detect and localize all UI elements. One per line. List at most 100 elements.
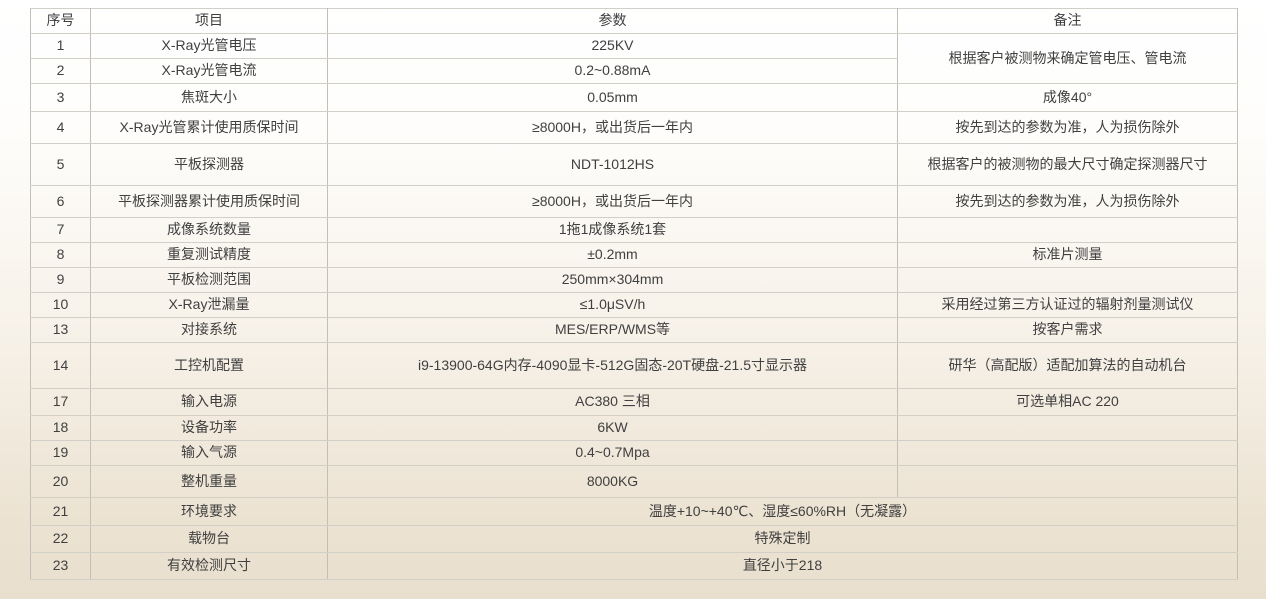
remark-cell	[897, 465, 1238, 498]
item-cell: 有效检测尺寸	[90, 552, 328, 580]
table-row: 10 X-Ray泄漏量 ≤1.0μSV/h 采用经过第三方认证过的辐射剂量测试仪	[30, 292, 1238, 318]
row-number-cell: 22	[30, 525, 91, 553]
table-row: 4 X-Ray光管累计使用质保时间 ≥8000H，或出货后一年内 按先到达的参数为准，…	[30, 111, 1238, 144]
item-cell: 平板检测范围	[90, 267, 328, 293]
param-cell: 6KW	[327, 415, 898, 441]
row-number-cell: 23	[30, 552, 91, 580]
param-cell: 直径小于218	[327, 552, 1238, 580]
item-cell: 输入电源	[90, 388, 328, 416]
table-row: 1 X-Ray光管电压 225KV 根据客户被测物来确定管电压、管电流	[30, 33, 1238, 84]
table-row: 21 环境要求 温度+10~+40℃、湿度≤60%RH（无凝露）	[30, 497, 1238, 526]
row-number-cell: 3	[30, 83, 91, 112]
row-number-cell: 8	[30, 242, 91, 268]
remark-cell: 根据客户的被测物的最大尺寸确定探测器尺寸	[897, 143, 1238, 186]
row-number-cell: 4	[30, 111, 91, 144]
remark-cell: 可选单相AC 220	[897, 388, 1238, 416]
row-number-cell: 9	[30, 267, 91, 293]
row-number-cell: 7	[30, 217, 91, 243]
param-cell: 250mm×304mm	[327, 267, 898, 293]
remark-cell: 按客户需求	[897, 317, 1238, 343]
param-cell: 0.05mm	[327, 83, 898, 112]
row-number-cell: 10	[30, 292, 91, 318]
param-cell: 0.2~0.88mA	[327, 58, 898, 84]
table-header: 序号 项目 参数 备注	[30, 8, 1238, 34]
param-cell: 1拖1成像系统1套	[327, 217, 898, 243]
row-number-cell: 18	[30, 415, 91, 441]
row-number-cell: 1	[30, 33, 91, 59]
table-row: 17 输入电源 AC380 三相 可选单相AC 220	[30, 388, 1238, 416]
row-number-cell: 13	[30, 317, 91, 343]
param-cell: ≥8000H，或出货后一年内	[327, 111, 898, 144]
row-number-cell: 17	[30, 388, 91, 416]
row-number-cell: 5	[30, 143, 91, 186]
item-cell: X-Ray光管电流	[90, 58, 328, 84]
item-cell: X-Ray泄漏量	[90, 292, 328, 318]
spec-table: 序号 项目 参数 备注 1 X-Ray光管电压 225KV 根据客户被测物来确定管电压…	[30, 8, 1238, 580]
table-row: 6 平板探测器累计使用质保时间 ≥8000H，或出货后一年内 按先到达的参数为准，人为…	[30, 185, 1238, 218]
item-cell: X-Ray光管电压	[90, 33, 328, 59]
param-cell: 225KV	[327, 33, 898, 59]
param-cell: 温度+10~+40℃、湿度≤60%RH（无凝露）	[327, 497, 1238, 526]
param-cell: AC380 三相	[327, 388, 898, 416]
param-cell: ≤1.0μSV/h	[327, 292, 898, 318]
param-cell: 8000KG	[327, 465, 898, 498]
param-cell: ≥8000H，或出货后一年内	[327, 185, 898, 218]
item-cell: 重复测试精度	[90, 242, 328, 268]
item-cell: 环境要求	[90, 497, 328, 526]
column-header-no: 序号	[30, 8, 91, 34]
table-row: 22 载物台 特殊定制	[30, 525, 1238, 553]
column-header-item: 项目	[90, 8, 328, 34]
table-row: 23 有效检测尺寸 直径小于218	[30, 552, 1238, 580]
row-number-cell: 20	[30, 465, 91, 498]
item-cell: 焦斑大小	[90, 83, 328, 112]
item-cell: 整机重量	[90, 465, 328, 498]
column-header-remark: 备注	[897, 8, 1238, 34]
table-body: 1 X-Ray光管电压 225KV 根据客户被测物来确定管电压、管电流 2 X-Ray光管…	[30, 33, 1238, 580]
row-number-cell: 21	[30, 497, 91, 526]
table-row: 2 X-Ray光管电流 0.2~0.88mA	[30, 58, 1238, 84]
table-row: 5 平板探测器 NDT-1012HS 根据客户的被测物的最大尺寸确定探测器尺寸	[30, 143, 1238, 186]
remark-cell	[897, 415, 1238, 441]
remark-cell: 采用经过第三方认证过的辐射剂量测试仪	[897, 292, 1238, 318]
table-row: 7 成像系统数量 1拖1成像系统1套	[30, 217, 1238, 243]
table-row: 3 焦斑大小 0.05mm 成像40°	[30, 83, 1238, 112]
table-row: 9 平板检测范围 250mm×304mm	[30, 267, 1238, 293]
remark-cell: 成像40°	[897, 83, 1238, 112]
remark-cell	[897, 440, 1238, 466]
item-cell: 工控机配置	[90, 342, 328, 389]
item-cell: 输入气源	[90, 440, 328, 466]
row-number-cell: 14	[30, 342, 91, 389]
column-header-param: 参数	[327, 8, 898, 34]
param-cell: 特殊定制	[327, 525, 1238, 553]
remark-cell: 按先到达的参数为准，人为损伤除外	[897, 111, 1238, 144]
remark-cell: 研华（高配版）适配加算法的自动机台	[897, 342, 1238, 389]
param-cell: MES/ERP/WMS等	[327, 317, 898, 343]
remark-cell	[897, 267, 1238, 293]
table-row: 8 重复测试精度 ±0.2mm 标准片测量	[30, 242, 1238, 268]
row-number-cell: 19	[30, 440, 91, 466]
table-row: 14 工控机配置 i9-13900-64G内存-4090显卡-512G固态-20T硬…	[30, 342, 1238, 389]
table-row: 20 整机重量 8000KG	[30, 465, 1238, 498]
param-cell: 0.4~0.7Mpa	[327, 440, 898, 466]
row-number-cell: 6	[30, 185, 91, 218]
header-row: 序号 项目 参数 备注	[30, 8, 1238, 34]
remark-cell: 标准片测量	[897, 242, 1238, 268]
table-row: 13 对接系统 MES/ERP/WMS等 按客户需求	[30, 317, 1238, 343]
param-cell: i9-13900-64G内存-4090显卡-512G固态-20T硬盘-21.5寸…	[327, 342, 898, 389]
item-cell: 成像系统数量	[90, 217, 328, 243]
table-row: 19 输入气源 0.4~0.7Mpa	[30, 440, 1238, 466]
param-cell: NDT-1012HS	[327, 143, 898, 186]
param-cell: ±0.2mm	[327, 242, 898, 268]
remark-cell: 根据客户被测物来确定管电压、管电流	[897, 33, 1238, 84]
remark-cell: 按先到达的参数为准，人为损伤除外	[897, 185, 1238, 218]
item-cell: X-Ray光管累计使用质保时间	[90, 111, 328, 144]
row-number-cell: 2	[30, 58, 91, 84]
item-cell: 载物台	[90, 525, 328, 553]
table-row: 18 设备功率 6KW	[30, 415, 1238, 441]
remark-cell	[897, 217, 1238, 243]
item-cell: 设备功率	[90, 415, 328, 441]
item-cell: 平板探测器累计使用质保时间	[90, 185, 328, 218]
item-cell: 对接系统	[90, 317, 328, 343]
item-cell: 平板探测器	[90, 143, 328, 186]
